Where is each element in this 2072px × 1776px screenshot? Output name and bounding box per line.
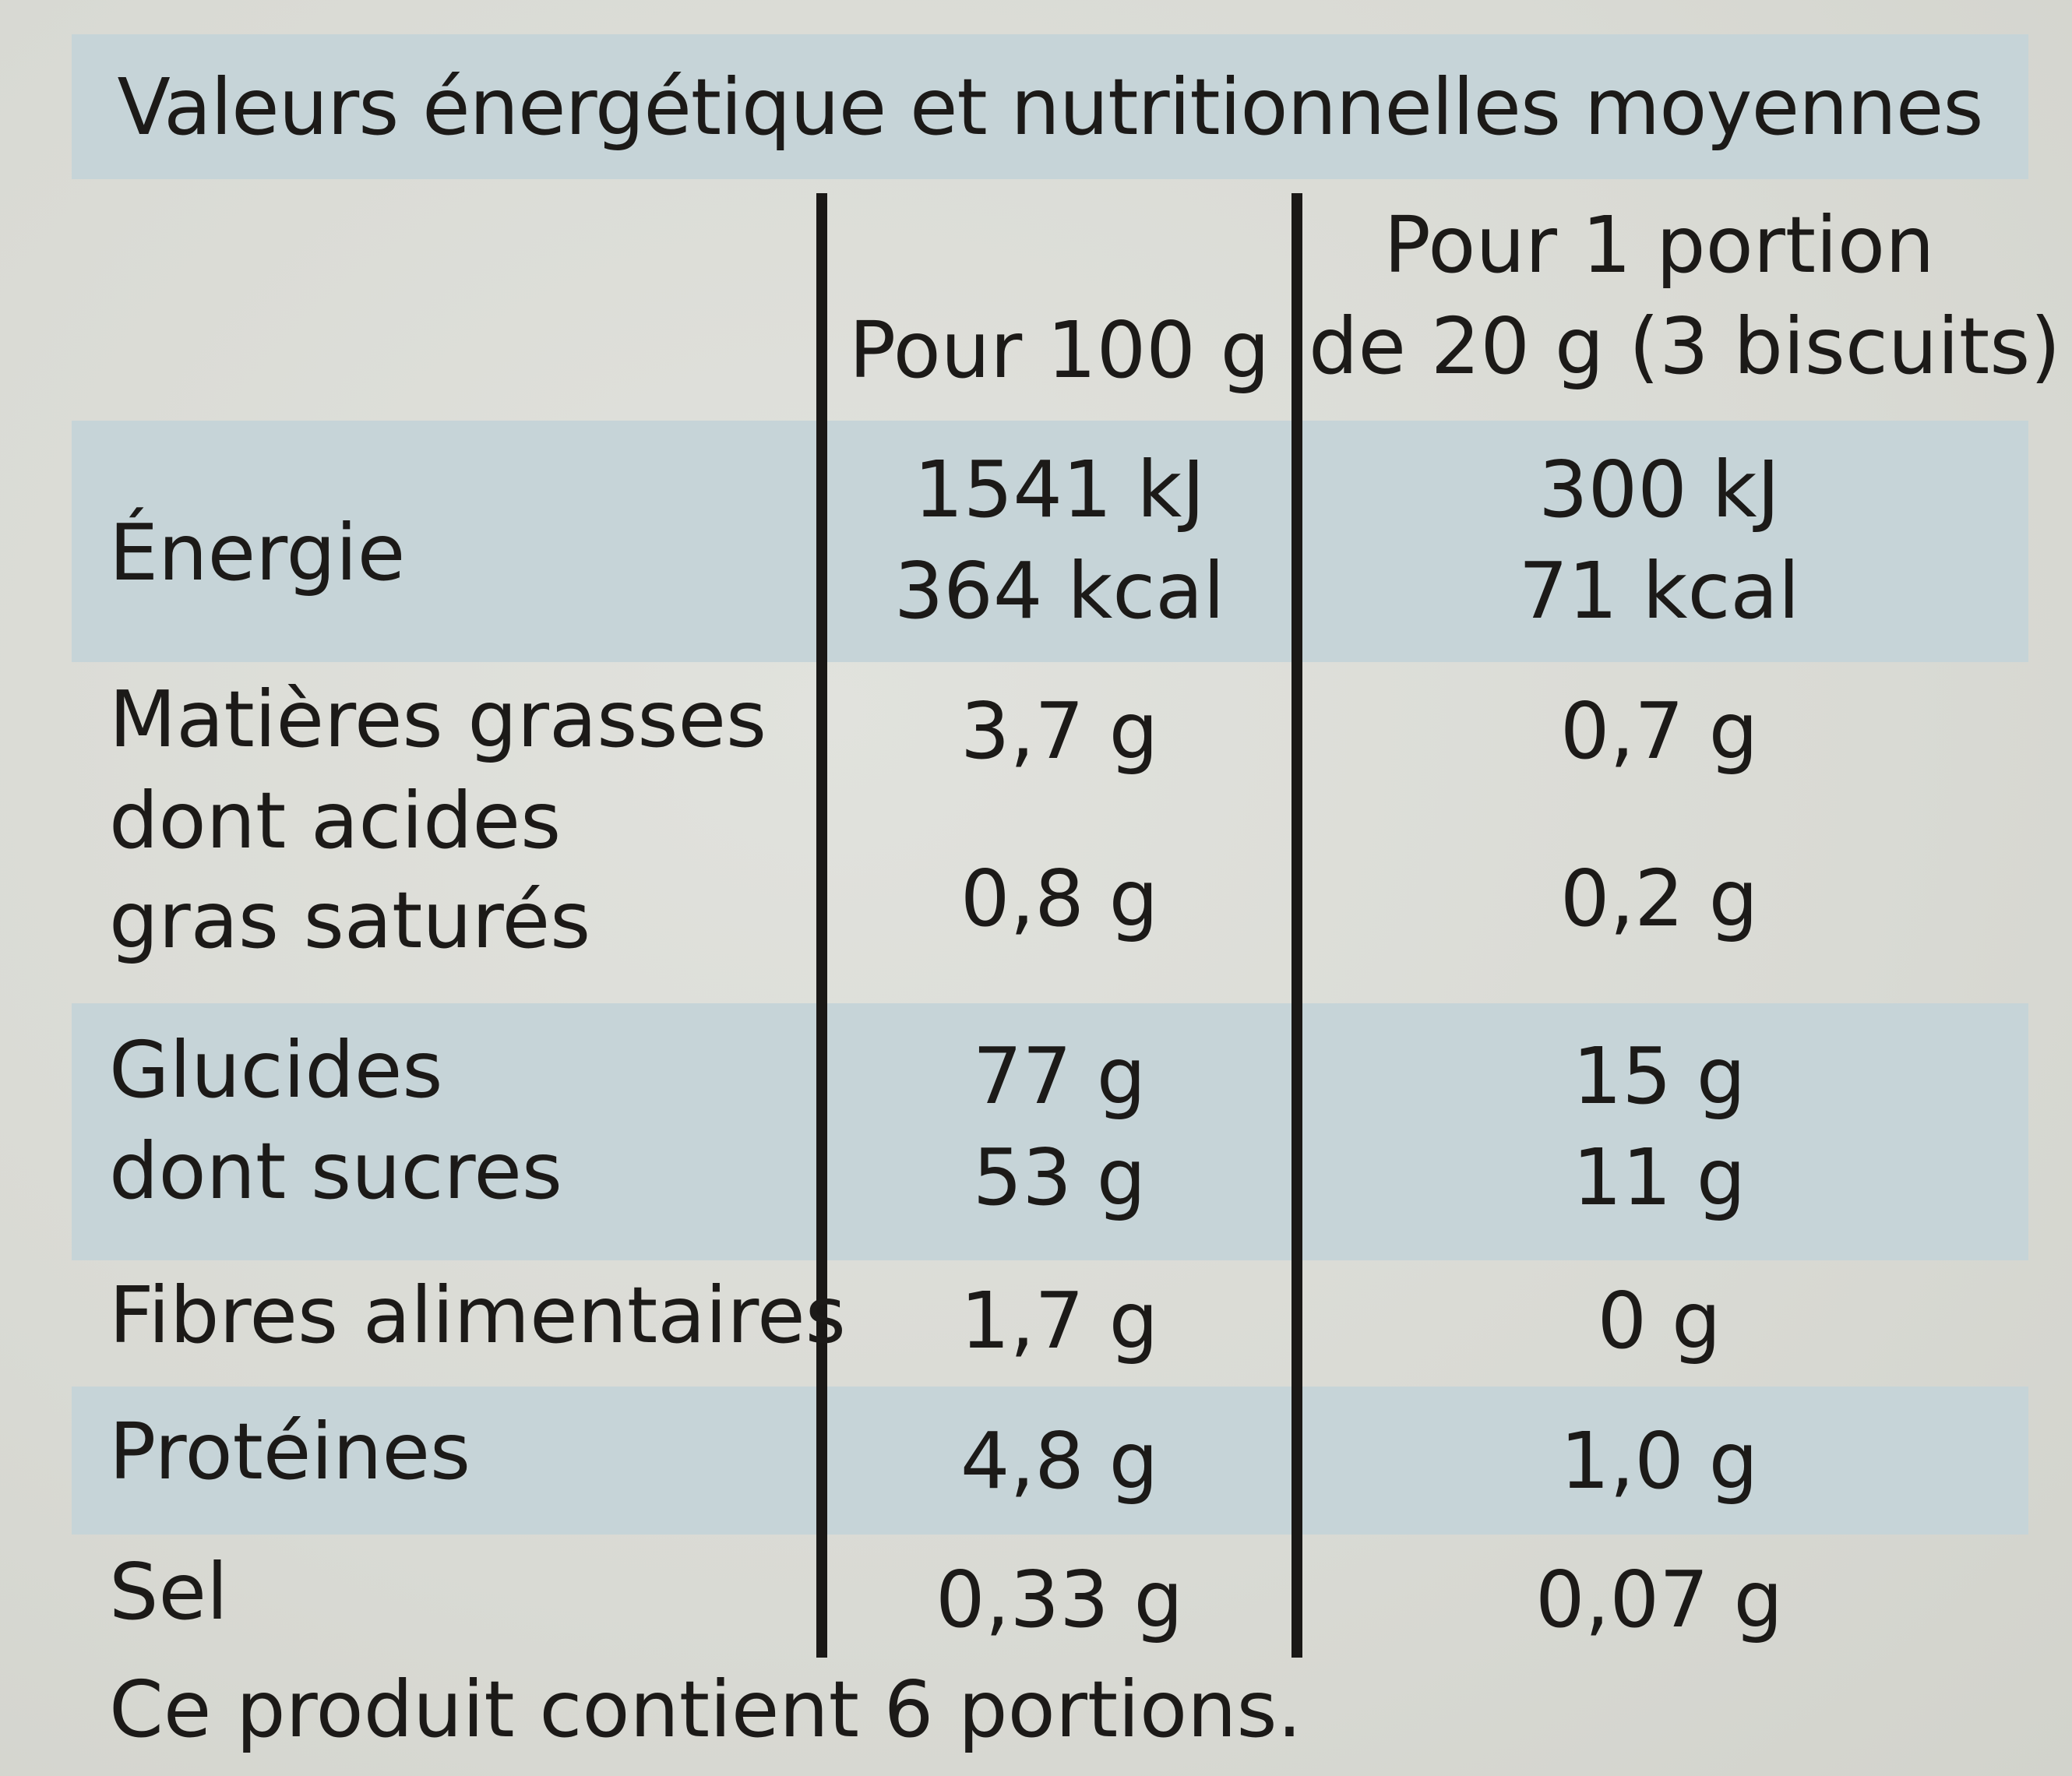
title-band xyxy=(72,34,2028,179)
energie-per100-kj: 1541 kJ xyxy=(914,444,1205,535)
header-per-100g: Pour 100 g xyxy=(848,305,1270,396)
glucides-portion: 15 g xyxy=(1572,1031,1746,1122)
fibres-portion: 0 g xyxy=(1597,1275,1721,1366)
header-per-portion-line1: Pour 1 portion xyxy=(1383,199,1935,291)
energie-per100-kcal: 364 kcal xyxy=(893,545,1225,636)
table-title: Valeurs énergétique et nutritionnelles m… xyxy=(117,61,1983,153)
column-divider-right xyxy=(1291,193,1302,1658)
energie-portion-kj: 300 kJ xyxy=(1538,444,1781,535)
matieres-per100: 3,7 g xyxy=(960,685,1159,777)
row-label-proteines: Protéines xyxy=(109,1406,471,1497)
matieres-portion: 0,7 g xyxy=(1559,685,1759,777)
row-label-energie: Énergie xyxy=(109,507,406,598)
protein-band xyxy=(72,1387,2028,1535)
row-label-matieres-grasses: Matières grasses xyxy=(109,674,767,765)
row-label-satures-line1: dont acides xyxy=(109,775,562,866)
proteines-portion: 1,0 g xyxy=(1559,1415,1759,1506)
energy-band xyxy=(72,421,2028,662)
glucides-per100: 77 g xyxy=(972,1031,1147,1122)
row-label-glucides: Glucides xyxy=(109,1024,443,1115)
proteines-per100: 4,8 g xyxy=(960,1415,1159,1506)
sucres-portion: 11 g xyxy=(1572,1132,1746,1223)
satures-portion: 0,2 g xyxy=(1559,853,1759,944)
header-per-portion-line2: de 20 g (3 biscuits) xyxy=(1309,301,2061,392)
fibres-per100: 1,7 g xyxy=(960,1275,1159,1366)
row-label-fibres: Fibres alimentaires xyxy=(109,1270,846,1361)
sucres-per100: 53 g xyxy=(972,1132,1147,1223)
energie-portion-kcal: 71 kcal xyxy=(1518,545,1800,636)
row-label-satures-line2: gras saturés xyxy=(109,875,591,966)
portions-footnote: Ce produit contient 6 portions. xyxy=(109,1664,1302,1755)
carbs-band xyxy=(72,1003,2028,1260)
row-label-sel: Sel xyxy=(109,1546,228,1637)
sel-portion: 0,07 g xyxy=(1535,1554,1783,1645)
column-divider-left xyxy=(816,193,827,1658)
row-label-sucres: dont sucres xyxy=(109,1126,563,1217)
sel-per100: 0,33 g xyxy=(936,1554,1183,1645)
satures-per100: 0,8 g xyxy=(960,853,1159,944)
